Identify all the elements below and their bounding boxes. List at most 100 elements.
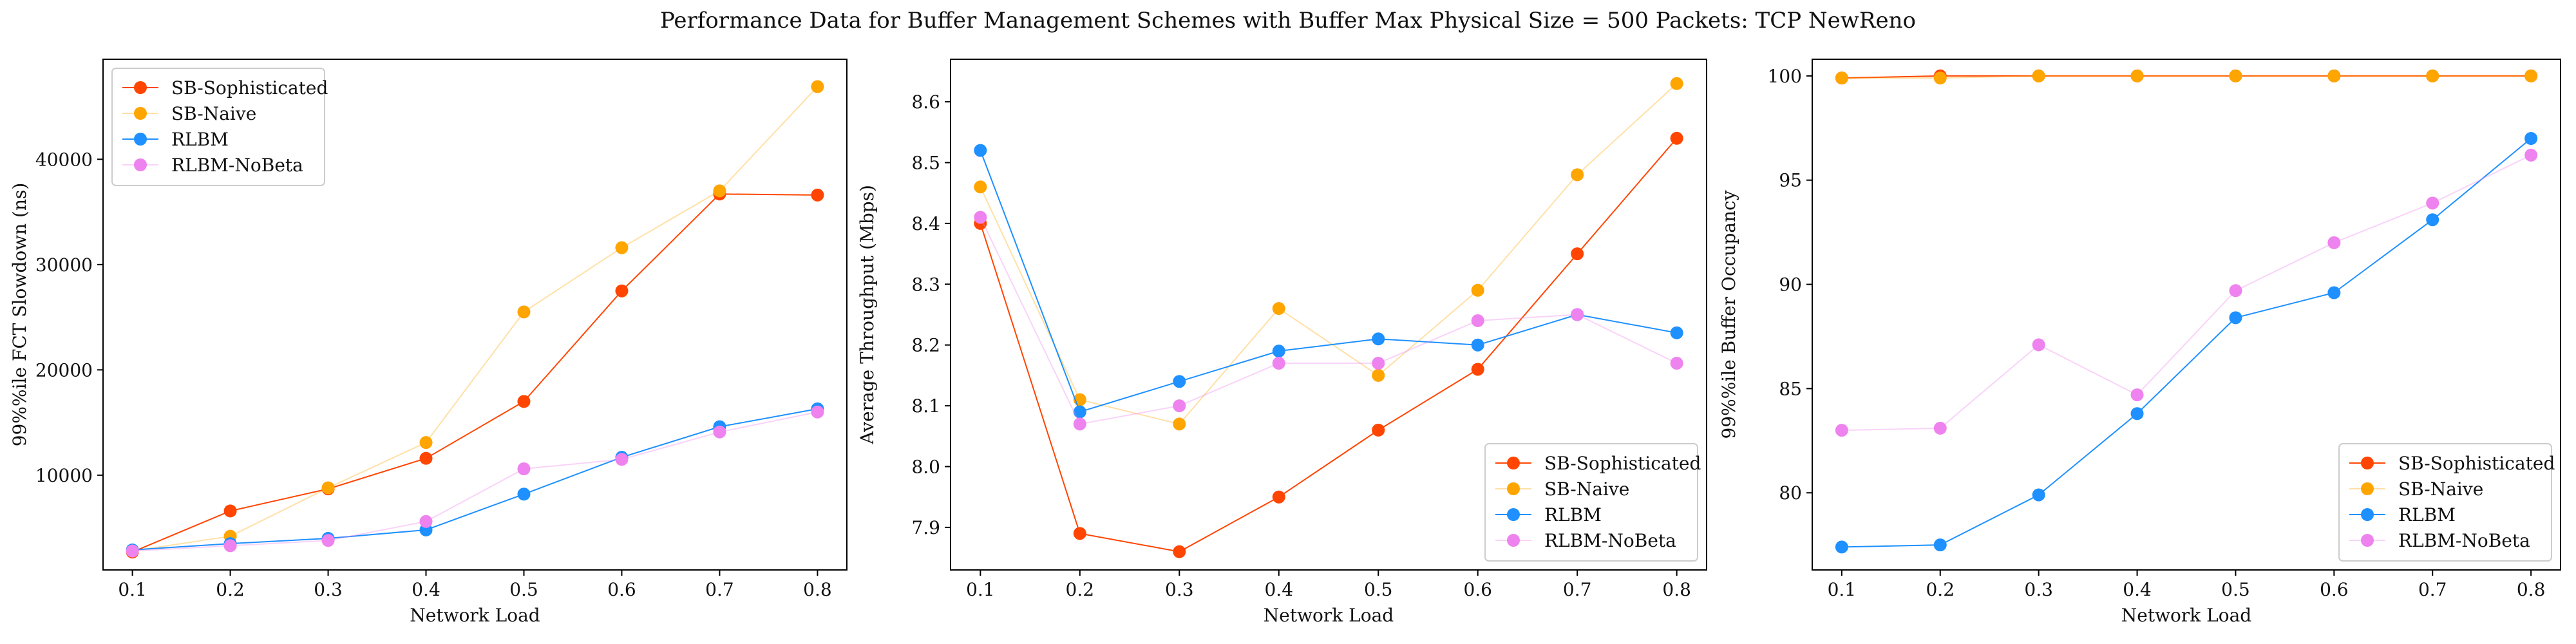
x-tick-label: 0.2	[1066, 579, 1095, 600]
data-point-sb-sophisticated	[1372, 423, 1385, 437]
data-point-sb-naive	[419, 436, 433, 450]
data-point-sb-naive	[1173, 417, 1186, 431]
data-point-rlbm	[974, 144, 987, 157]
throughput-chart: 0.1 0.2 0.3 0.4 0.5 0.6 0.7 0.8 7.9 8.0 8.1 8.2 8.3 8…	[858, 59, 1707, 626]
legend-marker	[2361, 508, 2374, 521]
data-point-rlbm	[1272, 345, 1285, 358]
data-point-rlbm-nobeta	[2426, 196, 2439, 210]
data-point-sb-naive	[1471, 283, 1484, 297]
data-point-sb-naive	[811, 80, 824, 93]
legend-label: SB-Sophisticated	[2398, 453, 2555, 474]
data-point-rlbm	[2032, 488, 2045, 502]
x-tick-label: 0.5	[2221, 579, 2250, 600]
data-point-rlbm	[2426, 213, 2439, 227]
legend-marker	[134, 107, 147, 120]
legend-label: SB-Sophisticated	[171, 77, 328, 99]
data-point-rlbm-nobeta	[1173, 399, 1186, 413]
y-tick-label: 95	[1779, 170, 1802, 191]
x-tick-label: 0.2	[1926, 579, 1955, 600]
x-tick-label: 0.6	[2320, 579, 2349, 600]
data-point-rlbm-nobeta	[2130, 388, 2144, 402]
data-point-rlbm	[1471, 338, 1484, 352]
legend-label: RLBM	[171, 129, 229, 150]
legend-box	[1484, 443, 1698, 562]
y-tick-label: 8.6	[911, 91, 940, 113]
data-point-sb-naive	[1272, 302, 1285, 316]
data-point-sb-naive	[2130, 69, 2144, 82]
y-tick-label: 80	[1779, 482, 1802, 504]
legend-label: RLBM-NoBeta	[171, 155, 303, 176]
series-line-sb-sophisticated	[980, 138, 1678, 553]
series-line-sb-naive	[1841, 75, 2532, 79]
x-axis-label: Network Load	[410, 605, 540, 626]
data-point-rlbm-nobeta	[811, 405, 824, 419]
legend-marker	[2361, 482, 2374, 495]
data-point-rlbm	[1372, 332, 1385, 346]
data-point-rlbm-nobeta	[321, 534, 335, 547]
y-tick-label: 10000	[35, 465, 93, 486]
legend-marker	[1507, 534, 1520, 547]
data-point-rlbm-nobeta	[2524, 148, 2538, 162]
data-point-sb-sophisticated	[419, 451, 433, 465]
x-tick-label: 0.3	[1165, 579, 1194, 600]
data-point-rlbm-nobeta	[517, 462, 531, 476]
data-point-rlbm-nobeta	[1471, 314, 1484, 327]
data-point-rlbm-nobeta	[1571, 308, 1584, 321]
legend-box	[111, 68, 325, 186]
data-point-sb-sophisticated	[1670, 131, 1683, 145]
data-point-rlbm-nobeta	[713, 425, 726, 439]
data-point-sb-naive	[321, 481, 335, 495]
data-point-sb-naive	[1933, 71, 1947, 85]
data-point-rlbm-nobeta	[1372, 357, 1385, 370]
series-line-rlbm-nobeta	[1841, 154, 2532, 431]
y-tick-label: 8.5	[911, 152, 940, 173]
data-point-sb-naive	[615, 241, 629, 254]
x-tick-label: 0.4	[1264, 579, 1293, 600]
data-point-sb-sophisticated	[1173, 545, 1186, 558]
data-point-sb-naive	[1835, 71, 1848, 85]
fct-slowdown-chart: 0.1 0.2 0.3 0.4 0.5 0.6 0.7 0.8 10000 20000 30000 4…	[9, 59, 848, 626]
x-tick-label: 0.1	[118, 579, 147, 600]
legend-label: SB-Naive	[171, 103, 256, 124]
legend-label: SB-Sophisticated	[1544, 453, 1701, 474]
data-point-rlbm	[2524, 131, 2538, 145]
plot-frame	[102, 59, 848, 571]
data-point-sb-sophisticated	[1471, 363, 1484, 376]
y-tick-label: 85	[1779, 378, 1802, 399]
data-point-rlbm-nobeta	[2229, 284, 2242, 298]
y-tick-label: 8.3	[911, 274, 940, 295]
data-point-rlbm-nobeta	[1835, 424, 1848, 437]
data-point-rlbm-nobeta	[2327, 236, 2341, 249]
data-point-sb-sophisticated	[1073, 527, 1086, 540]
y-tick-label: 100	[1768, 66, 1802, 87]
data-point-rlbm	[2229, 311, 2242, 325]
data-point-rlbm	[2130, 407, 2144, 421]
x-tick-label: 0.1	[1828, 579, 1857, 600]
data-point-rlbm-nobeta	[1933, 421, 1947, 435]
data-point-rlbm-nobeta	[615, 453, 629, 466]
series-line-rlbm-nobeta	[980, 217, 1678, 425]
y-axis-label: 99%%ile Buffer Occupancy	[1718, 190, 1739, 439]
y-tick-label: 7.9	[911, 517, 940, 538]
data-point-sb-naive	[1670, 77, 1683, 90]
x-tick-label: 0.6	[1463, 579, 1492, 600]
figure-title: Performance Data for Buffer Management S…	[660, 8, 1916, 33]
x-tick-label: 0.5	[1364, 579, 1393, 600]
series-line-sb-naive	[980, 83, 1678, 425]
data-point-sb-sophisticated	[615, 284, 629, 298]
legend-label: RLBM	[2398, 504, 2456, 526]
data-point-sb-naive	[2327, 69, 2341, 82]
data-point-sb-sophisticated	[811, 188, 824, 202]
legend-marker	[1507, 482, 1520, 495]
data-point-rlbm	[1670, 326, 1683, 339]
data-point-rlbm	[1073, 405, 1086, 419]
plot-frame	[950, 59, 1707, 571]
legend-label: SB-Naive	[2398, 478, 2483, 500]
data-point-sb-naive	[2032, 69, 2045, 82]
y-tick-label: 8.4	[911, 213, 940, 234]
legend-label: RLBM-NoBeta	[1544, 530, 1676, 551]
buffer-occupancy-chart: 0.1 0.2 0.3 0.4 0.5 0.6 0.7 0.8 80 85 90 95 100 Netwo…	[1718, 59, 2561, 626]
x-tick-label: 0.4	[412, 579, 440, 600]
data-point-sb-sophisticated	[1272, 490, 1285, 504]
y-axis-label: 99%%ile FCT Slowdown (ns)	[9, 183, 30, 447]
